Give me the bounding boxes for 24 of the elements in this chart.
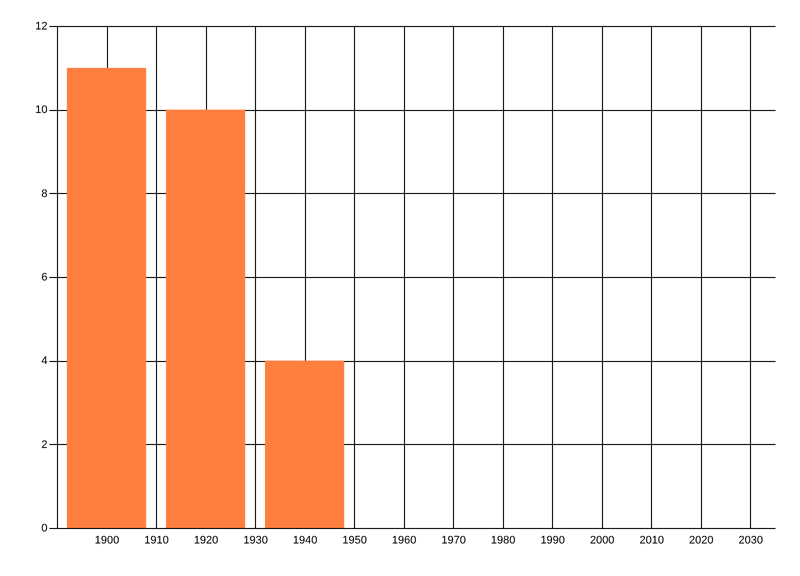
y-tick-label: 10 (35, 104, 48, 116)
y-tick-label: 2 (41, 438, 48, 451)
y-tick-label: 6 (41, 272, 48, 284)
x-tick-label: 2020 (688, 534, 714, 546)
bar (264, 360, 344, 528)
x-tick-label: 2000 (590, 534, 614, 546)
x-tick-label: 1950 (342, 534, 367, 546)
x-tick-label: 2010 (639, 534, 664, 546)
x-tick-label: 1970 (441, 534, 466, 546)
x-tick-label: 1990 (540, 534, 565, 546)
bar (166, 110, 246, 528)
x-tick-label: 1920 (194, 534, 218, 546)
x-tick-label: 1900 (94, 534, 120, 546)
x-tick-label: 1930 (243, 534, 268, 546)
y-tick-label: 12 (35, 20, 48, 32)
x-tick-label: 1940 (292, 534, 318, 546)
bar (66, 68, 146, 528)
y-tick-label: 0 (41, 522, 48, 534)
x-tick-label: 1910 (144, 534, 169, 546)
x-tick-label: 1980 (490, 534, 516, 546)
y-tick-label: 8 (41, 188, 48, 200)
x-tick-label: 2030 (738, 534, 763, 546)
x-tick-label: 1960 (392, 534, 416, 546)
y-tick-label: 4 (41, 355, 48, 368)
